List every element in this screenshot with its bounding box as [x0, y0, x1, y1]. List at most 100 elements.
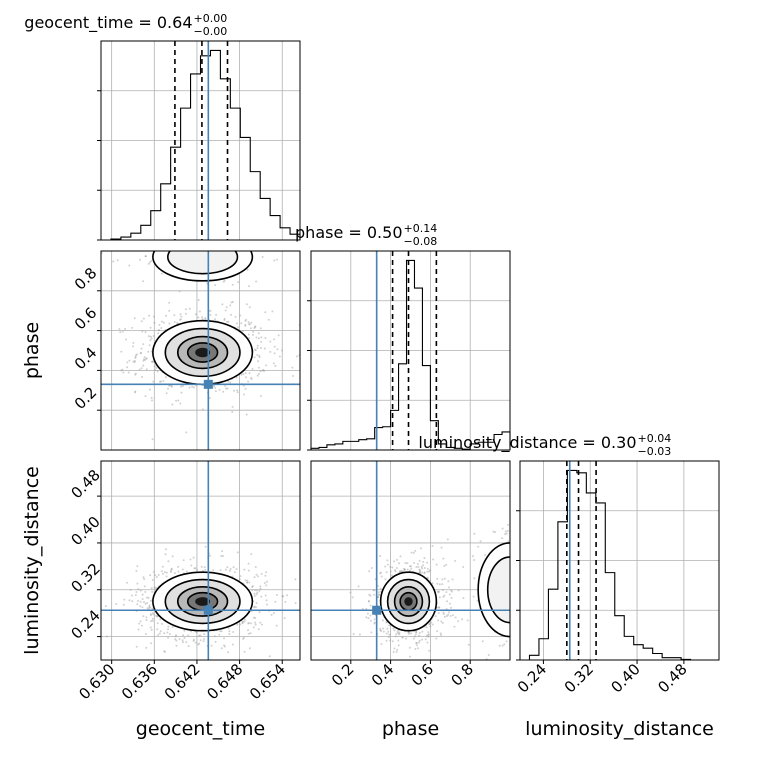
- panel-geocent_time-vs-luminosity_distance-point: [248, 647, 251, 650]
- panel-phase-vs-luminosity_distance-point: [450, 606, 453, 609]
- panel-geocent_time-vs-luminosity_distance-point: [139, 589, 142, 592]
- panel-geocent_time-vs-luminosity_distance-point: [150, 642, 153, 645]
- panel-phase-vs-luminosity_distance-point: [516, 628, 518, 630]
- panel-phase-vs-luminosity_distance-point: [401, 636, 404, 639]
- panel-phase-vs-luminosity_distance-point: [391, 566, 394, 569]
- panel-phase-vs-luminosity_distance-point: [426, 570, 429, 573]
- ytick-label-phase-2: 0.6: [71, 304, 101, 334]
- panel-phase-vs-luminosity_distance-point: [472, 595, 475, 598]
- panel-geocent_time-vs-phase-point: [199, 237, 201, 239]
- panel-phase-vs-luminosity_distance-point: [406, 568, 409, 571]
- panel-geocent_time-vs-luminosity_distance-point: [145, 596, 148, 599]
- panel-geocent_time-vs-phase-frame: [100, 250, 301, 451]
- ytick-label-phase-3: 0.8: [71, 264, 101, 294]
- panel-geocent_time-vs-luminosity_distance-point: [156, 615, 159, 618]
- hist-phase-title: phase = 0.50: [295, 223, 402, 242]
- panel-geocent_time-vs-phase-point: [155, 244, 157, 246]
- panel-geocent_time-vs-phase-point: [214, 284, 217, 287]
- panel-phase-vs-luminosity_distance-point: [394, 635, 397, 638]
- panel-geocent_time-vs-luminosity_distance-point: [181, 639, 184, 642]
- panel-geocent_time-vs-luminosity_distance-point: [183, 629, 186, 632]
- panel-phase-vs-luminosity_distance-point: [397, 639, 400, 642]
- panel-geocent_time-vs-luminosity_distance-point: [153, 586, 156, 589]
- panel-geocent_time-vs-phase-point: [139, 351, 142, 354]
- panel-geocent_time-vs-phase-point: [186, 229, 188, 231]
- panel-geocent_time-vs-phase-point: [150, 260, 153, 263]
- panel-geocent_time-vs-luminosity_distance-point: [161, 622, 164, 625]
- panel-phase-vs-luminosity_distance-point: [391, 640, 394, 643]
- panel-geocent_time-vs-luminosity_distance-point: [221, 554, 224, 557]
- panel-geocent_time-vs-luminosity_distance-point: [185, 570, 188, 573]
- panel-geocent_time-vs-phase-point: [256, 344, 259, 347]
- panel-geocent_time-vs-luminosity_distance-point: [265, 571, 268, 574]
- ytick-label-luminosity_distance-2: 0.40: [67, 513, 103, 549]
- panel-geocent_time-vs-luminosity_distance-point: [243, 650, 246, 653]
- panel-geocent_time-vs-phase-point: [180, 315, 183, 318]
- panel-geocent_time-vs-luminosity_distance-point: [227, 627, 230, 630]
- hist-phase-title-plus: +0.14: [404, 222, 438, 235]
- ytick-label-phase-0: 0.2: [71, 383, 101, 413]
- panel-phase-vs-luminosity_distance-point: [535, 591, 537, 593]
- panel-geocent_time-vs-phase-point: [201, 318, 204, 321]
- panel-geocent_time-vs-luminosity_distance-point: [137, 588, 140, 591]
- panel-geocent_time-vs-luminosity_distance-point: [185, 641, 188, 644]
- panel-phase-vs-luminosity_distance-point: [457, 589, 460, 592]
- panel-phase-vs-luminosity_distance-point: [521, 568, 523, 570]
- panel-geocent_time-vs-luminosity_distance-point: [160, 570, 163, 573]
- panel-phase-vs-luminosity_distance-point: [414, 647, 417, 650]
- panel-phase-vs-luminosity_distance-point: [416, 647, 419, 650]
- panel-phase-vs-luminosity_distance-point: [454, 616, 457, 619]
- panel-geocent_time-vs-luminosity_distance-point: [275, 624, 278, 627]
- panel-geocent_time-vs-phase-point: [142, 317, 145, 320]
- panel-geocent_time-vs-phase-point: [259, 327, 262, 330]
- panel-phase-vs-luminosity_distance-point: [403, 568, 406, 571]
- panel-geocent_time-vs-phase-point: [212, 235, 214, 237]
- panel-geocent_time-vs-phase-point: [263, 347, 266, 350]
- panel-phase-vs-luminosity_distance-point: [451, 614, 454, 617]
- panel-geocent_time-vs-phase-point: [179, 318, 182, 321]
- panel-geocent_time-vs-luminosity_distance-point: [229, 567, 232, 570]
- panel-geocent_time-vs-phase-point: [253, 348, 256, 351]
- panel-geocent_time-vs-luminosity_distance-point: [105, 635, 108, 638]
- panel-geocent_time-vs-phase-point: [154, 369, 157, 372]
- hist-geocent_time-title: geocent_time = 0.64: [24, 13, 192, 33]
- panel-geocent_time-vs-phase-point: [277, 334, 280, 337]
- panel-phase-vs-luminosity_distance-point: [511, 593, 513, 595]
- panel-geocent_time-vs-phase-point: [226, 387, 229, 390]
- panel-phase-vs-luminosity_distance-point: [429, 569, 432, 572]
- panel-geocent_time-vs-phase-point: [179, 313, 182, 316]
- panel-phase-vs-luminosity_distance-point: [358, 633, 361, 636]
- panel-phase-vs-luminosity_distance-point: [421, 567, 424, 570]
- xtick-label-phase-3: 0.8: [447, 660, 477, 690]
- panel-phase-vs-luminosity_distance-point: [415, 566, 418, 569]
- panel-phase-vs-luminosity_distance-point: [380, 575, 383, 578]
- panel-phase-vs-luminosity_distance-point: [402, 567, 405, 570]
- panel-geocent_time-vs-luminosity_distance-point: [255, 573, 258, 576]
- panel-geocent_time-vs-luminosity_distance-point: [155, 614, 158, 617]
- panel-geocent_time-vs-luminosity_distance-point: [161, 565, 164, 568]
- panel-geocent_time-vs-luminosity_distance-point: [141, 593, 144, 596]
- panel-phase-vs-luminosity_distance-point: [429, 625, 432, 628]
- panel-geocent_time-vs-phase-contour-0-4: [195, 347, 211, 358]
- panel-phase-vs-luminosity_distance-frame: [310, 460, 511, 661]
- panel-geocent_time-vs-luminosity_distance-point: [155, 575, 158, 578]
- xtick-label-luminosity_distance-1: 0.32: [561, 660, 597, 696]
- panel-phase-vs-luminosity_distance-point: [442, 612, 445, 615]
- panel-geocent_time-vs-phase-point: [236, 391, 239, 394]
- panel-geocent_time-vs-luminosity_distance-point: [270, 613, 273, 616]
- panel-phase-vs-luminosity_distance-point: [450, 596, 453, 599]
- panel-geocent_time-vs-luminosity_distance-point: [260, 572, 263, 575]
- panel-geocent_time-vs-phase-point: [127, 371, 130, 374]
- panel-geocent_time-vs-phase-point: [213, 384, 216, 387]
- panel-geocent_time-vs-luminosity_distance-point: [200, 565, 203, 568]
- panel-geocent_time-vs-phase-point: [125, 338, 128, 341]
- panel-geocent_time-vs-luminosity_distance-point: [243, 620, 246, 623]
- panel-phase-vs-luminosity_distance-point: [541, 650, 543, 652]
- panel-phase-vs-luminosity_distance-point: [428, 570, 431, 573]
- panel-phase-vs-luminosity_distance-point: [529, 590, 531, 592]
- panel-geocent_time-vs-phase-point: [265, 364, 268, 367]
- panel-phase-vs-luminosity_distance-point: [535, 590, 537, 592]
- panel-geocent_time-vs-phase-point: [275, 258, 278, 261]
- panel-phase-vs-luminosity_distance-point: [515, 607, 517, 609]
- panel-geocent_time-vs-luminosity_distance-point: [182, 559, 185, 562]
